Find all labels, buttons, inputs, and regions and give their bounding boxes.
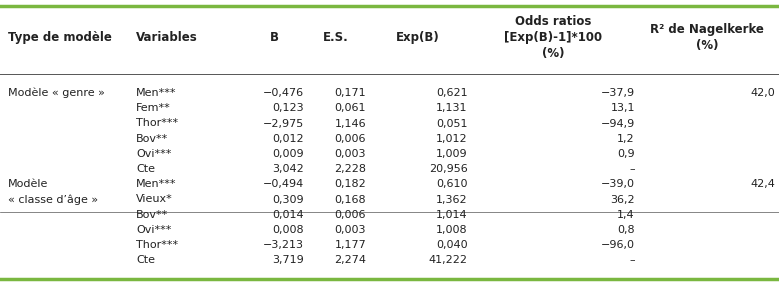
Text: R² de Nagelkerke
(%): R² de Nagelkerke (%) (650, 23, 764, 52)
Text: 1,131: 1,131 (436, 103, 467, 113)
Text: −0,476: −0,476 (263, 88, 304, 98)
Text: 0,009: 0,009 (272, 149, 304, 159)
Text: Modèle « genre »: Modèle « genre » (8, 88, 104, 98)
Text: 2,228: 2,228 (334, 164, 366, 174)
Text: E.S.: E.S. (323, 30, 349, 44)
Text: Thor***: Thor*** (136, 240, 178, 250)
Text: 0,003: 0,003 (335, 149, 366, 159)
Text: Ovi***: Ovi*** (136, 225, 171, 235)
Text: Type de modèle: Type de modèle (8, 30, 111, 44)
Text: 1,177: 1,177 (334, 240, 366, 250)
Text: 0,061: 0,061 (335, 103, 366, 113)
Text: 1,362: 1,362 (435, 194, 467, 205)
Text: 0,621: 0,621 (435, 88, 467, 98)
Text: 1,009: 1,009 (435, 149, 467, 159)
Text: 1,012: 1,012 (435, 134, 467, 144)
Text: Ovi***: Ovi*** (136, 149, 171, 159)
Text: 0,006: 0,006 (335, 134, 366, 144)
Text: 0,003: 0,003 (335, 225, 366, 235)
Text: Exp(B): Exp(B) (396, 30, 440, 44)
Text: Modèle: Modèle (8, 179, 48, 189)
Text: 0,012: 0,012 (272, 134, 304, 144)
Text: B: B (270, 30, 279, 44)
Text: −3,213: −3,213 (263, 240, 304, 250)
Text: 1,146: 1,146 (334, 119, 366, 129)
Text: Men***: Men*** (136, 88, 177, 98)
Text: 36,2: 36,2 (610, 194, 635, 205)
Text: 0,006: 0,006 (335, 210, 366, 220)
Text: 0,051: 0,051 (436, 119, 467, 129)
Text: −94,9: −94,9 (601, 119, 635, 129)
Text: Cte: Cte (136, 255, 155, 265)
Text: –: – (629, 164, 635, 174)
Text: −37,9: −37,9 (601, 88, 635, 98)
Text: Cte: Cte (136, 164, 155, 174)
Text: 1,014: 1,014 (435, 210, 467, 220)
Text: 0,014: 0,014 (272, 210, 304, 220)
Text: 0,610: 0,610 (436, 179, 467, 189)
Text: 0,9: 0,9 (617, 149, 635, 159)
Text: 0,171: 0,171 (334, 88, 366, 98)
Text: 1,4: 1,4 (617, 210, 635, 220)
Text: 0,168: 0,168 (334, 194, 366, 205)
Text: 0,008: 0,008 (272, 225, 304, 235)
Text: Fem**: Fem** (136, 103, 171, 113)
Text: −96,0: −96,0 (601, 240, 635, 250)
Text: 42,0: 42,0 (750, 88, 775, 98)
Text: −0,494: −0,494 (263, 179, 304, 189)
Text: « classe d’âge »: « classe d’âge » (8, 194, 98, 205)
Text: 0,123: 0,123 (272, 103, 304, 113)
Text: 13,1: 13,1 (611, 103, 635, 113)
Text: –: – (629, 255, 635, 265)
Text: 0,182: 0,182 (334, 179, 366, 189)
Text: 0,040: 0,040 (435, 240, 467, 250)
Text: 42,4: 42,4 (750, 179, 775, 189)
Text: 0,8: 0,8 (617, 225, 635, 235)
Text: Odds ratios
[Exp(B)-1]*100
(%): Odds ratios [Exp(B)-1]*100 (%) (504, 15, 602, 60)
Text: −2,975: −2,975 (263, 119, 304, 129)
Text: 20,956: 20,956 (428, 164, 467, 174)
Text: 41,222: 41,222 (428, 255, 467, 265)
Text: 3,719: 3,719 (272, 255, 304, 265)
Text: Bov**: Bov** (136, 134, 168, 144)
Text: Thor***: Thor*** (136, 119, 178, 129)
Text: 2,274: 2,274 (334, 255, 366, 265)
Text: Men***: Men*** (136, 179, 177, 189)
Text: Vieux*: Vieux* (136, 194, 173, 205)
Text: 1,008: 1,008 (435, 225, 467, 235)
Text: 3,042: 3,042 (272, 164, 304, 174)
Text: Variables: Variables (136, 30, 198, 44)
Text: 0,309: 0,309 (272, 194, 304, 205)
Text: 1,2: 1,2 (617, 134, 635, 144)
Text: Bov**: Bov** (136, 210, 168, 220)
Text: −39,0: −39,0 (601, 179, 635, 189)
